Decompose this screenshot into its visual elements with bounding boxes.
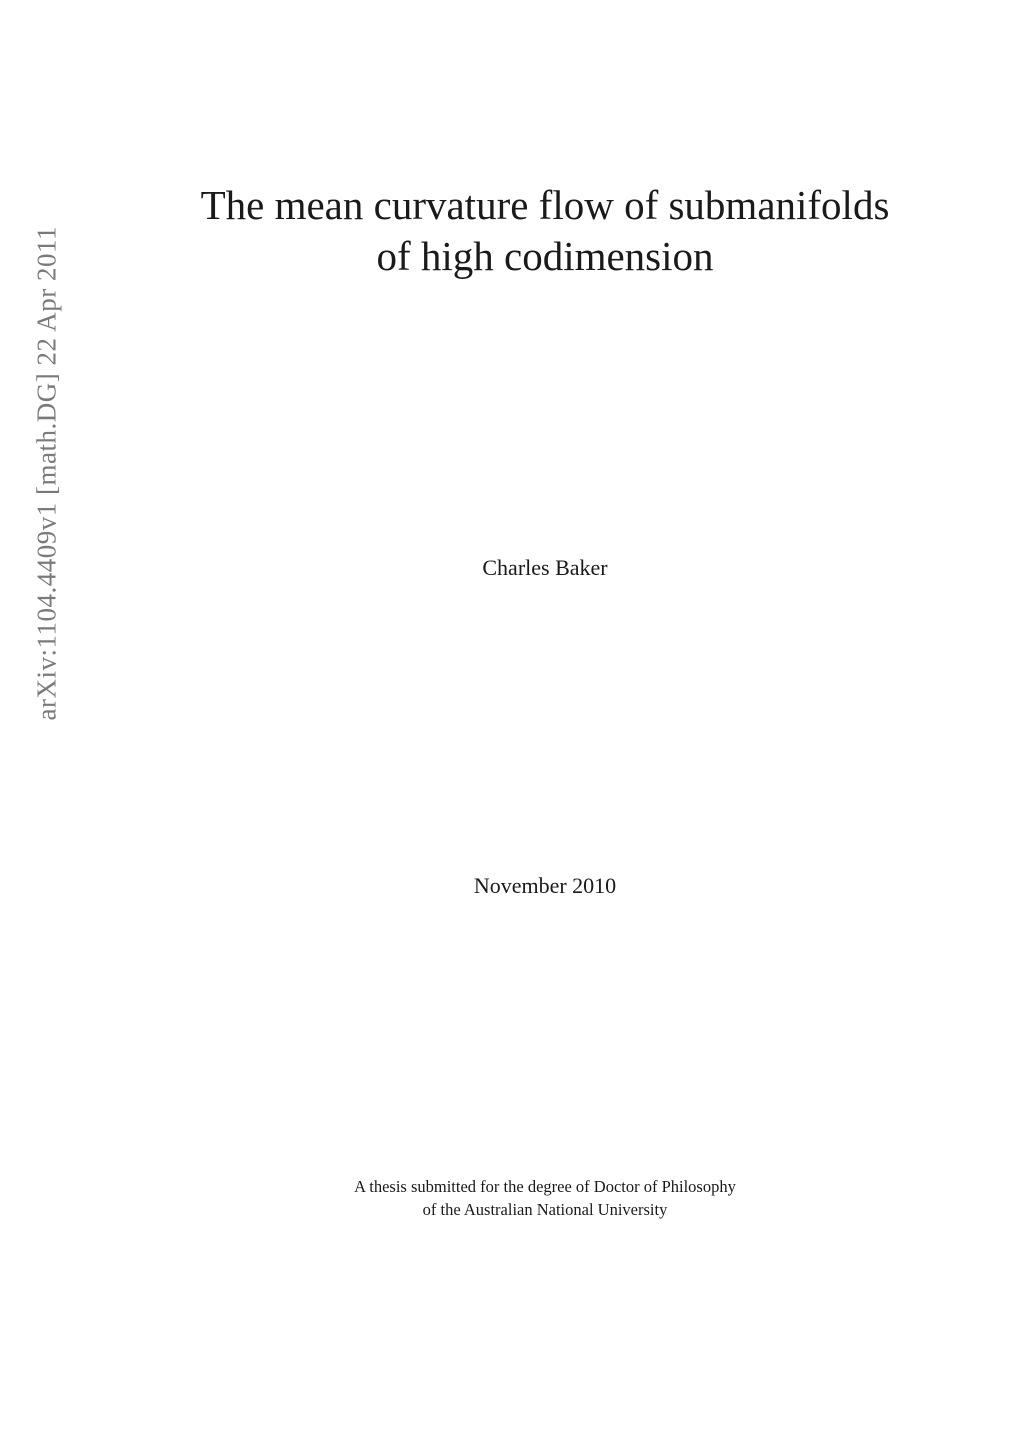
page-content: The mean curvature flow of submanifolds …: [170, 0, 920, 1443]
degree-line-2: of the Australian National University: [423, 1200, 668, 1219]
author-name: Charles Baker: [170, 555, 920, 581]
arxiv-identifier: arXiv:1104.4409v1 [math.DG] 22 Apr 2011: [32, 226, 63, 720]
thesis-title-page: arXiv:1104.4409v1 [math.DG] 22 Apr 2011 …: [0, 0, 1020, 1443]
thesis-title: The mean curvature flow of submanifolds …: [170, 180, 920, 283]
title-line-1: The mean curvature flow of submanifolds: [201, 182, 890, 228]
title-line-2: of high codimension: [376, 233, 713, 279]
degree-statement: A thesis submitted for the degree of Doc…: [170, 1175, 920, 1221]
degree-line-1: A thesis submitted for the degree of Doc…: [354, 1177, 736, 1196]
submission-date: November 2010: [170, 873, 920, 899]
arxiv-text: arXiv:1104.4409v1 [math.DG] 22 Apr 2011: [32, 226, 62, 720]
